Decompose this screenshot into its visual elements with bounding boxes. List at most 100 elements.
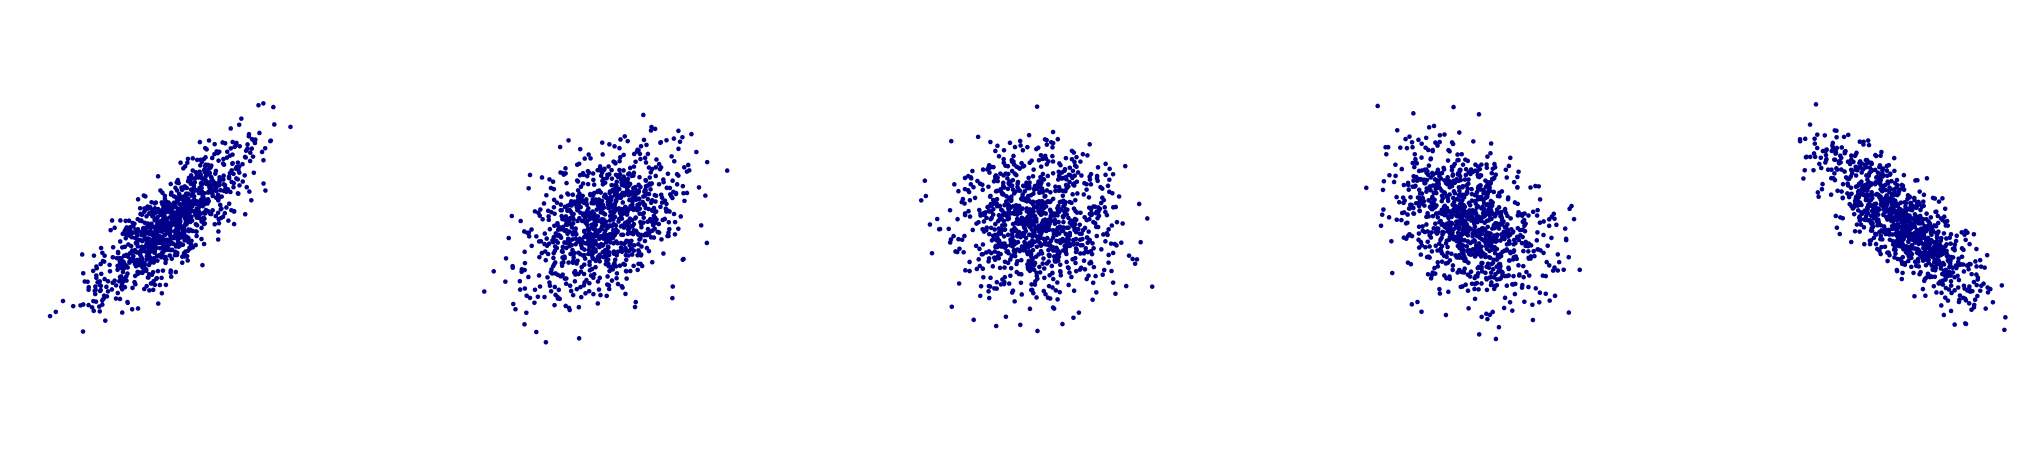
scatter-point [1935,220,1941,226]
scatter-point [1894,268,1900,274]
scatter-point [1017,138,1023,144]
scatter-point [159,218,165,223]
scatter-point [1064,241,1070,246]
scatter-point [977,246,982,252]
scatter-point [1924,176,1930,181]
scatter-point [602,231,607,236]
scatter-point [1514,234,1520,240]
scatter-point [992,257,998,263]
scatter-point [998,244,1004,249]
scatter-point [90,268,96,274]
scatter-point [1899,276,1905,282]
scatter-point [105,289,111,294]
scatter-point [603,239,609,245]
scatter-point [242,173,248,178]
scatter-point [1027,306,1033,312]
scatter-point [1538,248,1543,253]
scatter-point [1979,283,1984,289]
scatter-point [601,205,607,210]
scatter-point [637,237,642,242]
scatter-point [1026,175,1031,181]
scatter-point [993,243,999,249]
scatter-point [1461,227,1467,232]
scatter-point [1437,291,1443,296]
scatter-point [1455,230,1461,236]
scatter-point [962,233,967,239]
scatter-point [1466,177,1471,182]
scatter-point [153,200,159,205]
scatter-point [1456,157,1461,163]
scatter-point [1812,141,1818,146]
scatter-point [1916,199,1921,205]
scatter-point [620,232,626,238]
scatter-point [654,217,659,222]
scatter-point [582,156,588,161]
scatter-point [1472,239,1478,244]
scatter-point [966,208,971,214]
scatter-point [538,207,543,212]
scatter-point [263,188,268,193]
scatter-point [648,182,653,187]
scatter-point [1857,229,1862,234]
scatter-point [638,156,643,162]
scatter-point [986,295,992,301]
scatter-point [1927,253,1932,259]
scatter-point [522,286,528,291]
scatter-point [1402,198,1407,203]
scatter-point [568,251,573,257]
scatter-point [1041,266,1047,271]
scatter-point [1510,229,1516,234]
scatter-point [609,167,614,173]
scatter-point [1481,190,1486,196]
scatter-point [1008,265,1014,271]
scatter-point [1018,280,1024,286]
scatter-point [125,253,131,258]
scatter-point [657,166,663,172]
scatter-point [639,244,644,249]
scatter-point [122,228,127,234]
scatter-point [994,188,1000,194]
scatter-point [623,222,629,228]
scatter-point [1050,129,1056,135]
scatter-point [1429,170,1435,176]
scatter-point [1952,245,1957,251]
scatter-point [636,202,642,207]
scatter-point [980,187,986,193]
scatter-point [249,146,255,151]
scatter-point [1519,212,1525,217]
scatter-point [1915,177,1920,183]
scatter-point [1108,241,1114,246]
scatter-point [1063,199,1068,205]
scatter-point [1999,283,2005,288]
scatter-point [1469,191,1475,197]
scatter-point [967,268,972,274]
scatter-point [532,209,538,214]
scatter-point [591,271,597,277]
scatter-point [647,175,653,180]
scatter-point [1032,183,1038,189]
scatter-point [1503,167,1509,173]
scatter-point [1507,299,1513,305]
scatter-point [1433,221,1438,227]
scatter-point [619,283,625,289]
scatter-point [160,244,166,249]
scatter-point [1936,281,1942,286]
scatter-point [1566,254,1572,260]
scatter-point [635,253,640,258]
scatter-point [684,190,690,196]
scatter-point [674,182,680,187]
scatter-point [653,173,659,179]
scatter-point [201,241,207,247]
scatter-point [1546,263,1552,268]
scatter-point [1034,244,1040,250]
scatter-point [126,218,132,223]
scatter-point [1035,145,1041,151]
scatter-point [164,231,170,236]
scatter-point [1073,249,1079,255]
scatter-point [1012,171,1018,176]
scatter-point [1019,272,1024,277]
scatter-point [971,317,976,323]
scatter-point [1085,240,1091,245]
scatter-point [1114,243,1119,248]
scatter-point [645,226,651,232]
